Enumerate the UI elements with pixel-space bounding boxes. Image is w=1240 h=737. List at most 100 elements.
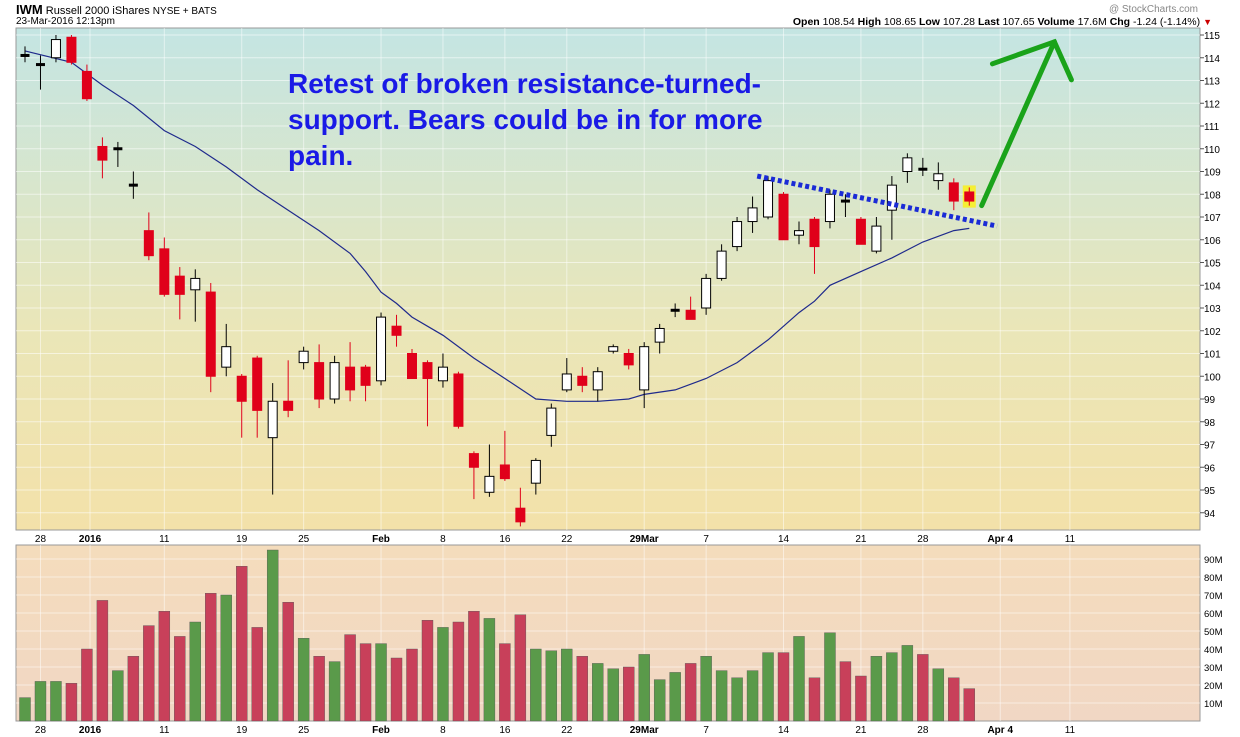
candle (252, 355, 263, 438)
volume-bar (282, 602, 294, 722)
candle (345, 342, 356, 402)
candle-body (515, 507, 526, 523)
candle-body (314, 362, 325, 400)
volume-tick-label: 40M (1204, 645, 1223, 656)
candle-body (50, 39, 61, 59)
candle-body (546, 407, 557, 436)
volume-tick-label: 70M (1204, 591, 1223, 602)
volume-bar (143, 625, 155, 722)
candle (66, 35, 77, 65)
candle-body (824, 193, 835, 223)
price-tick-label: 98 (1204, 418, 1216, 429)
candle-body (174, 275, 185, 295)
volume-bar (839, 661, 852, 722)
candle-body (685, 309, 696, 320)
candle-body (128, 183, 138, 187)
candle-body (670, 308, 680, 312)
candle (159, 237, 170, 297)
arrow-head (989, 38, 1074, 83)
symbol: IWM (16, 2, 43, 17)
volume-bar (266, 549, 279, 722)
high-value: 108.65 (883, 16, 917, 28)
candle (871, 217, 882, 254)
volume-bar (592, 663, 604, 722)
candle (592, 367, 603, 402)
candle (918, 157, 928, 177)
price-tick-label: 111 (1204, 122, 1220, 133)
volume-tick-label: 50M (1204, 627, 1223, 638)
arrow-shaft (979, 39, 1057, 209)
volume-bar (390, 657, 403, 722)
candle-body (468, 453, 479, 468)
volume-bar (437, 627, 449, 722)
date-tick-label: Feb (372, 534, 390, 545)
candle (391, 314, 402, 347)
candle (840, 194, 850, 217)
date-tick-label: 11 (1065, 534, 1076, 545)
date-tick-label: 25 (298, 534, 310, 545)
date-tick-label: 2016 (79, 534, 102, 545)
candle-body (577, 375, 588, 386)
volume-tick-label: 90M (1204, 555, 1223, 566)
open-label: Open (792, 16, 820, 28)
date-tick-label: 22 (561, 534, 573, 545)
date-tick-label: 16 (499, 534, 511, 545)
price-tick-label: 100 (1204, 372, 1221, 383)
volume-bar (96, 600, 109, 722)
date-tick-label: 29Mar (630, 725, 659, 736)
last-value: 107.65 (1002, 16, 1035, 28)
date-tick-label: 21 (855, 725, 867, 736)
date-tick-label: 28 (35, 725, 47, 736)
volume-value: 17.6M (1077, 16, 1107, 28)
candle (267, 383, 278, 495)
candle (20, 46, 30, 63)
date-tick-label: 14 (778, 534, 790, 545)
price-tick-label: 114 (1204, 54, 1220, 65)
candle (933, 162, 944, 190)
candle (948, 178, 959, 211)
candle-body (283, 400, 294, 411)
candle (35, 55, 45, 90)
volume-bar (452, 621, 465, 722)
low-label: Low (918, 16, 940, 28)
candle (886, 176, 897, 240)
candle (376, 312, 387, 386)
volume-bar (638, 654, 650, 722)
candle-body (345, 366, 356, 391)
candle (329, 355, 340, 404)
price-tick-label: 115 (1204, 31, 1220, 42)
date-tick-label: Feb (372, 725, 390, 736)
candle-body (840, 199, 850, 203)
volume-bar (808, 677, 821, 722)
candle (437, 353, 448, 388)
price-tick-label: 110 (1204, 145, 1220, 156)
candle-body (205, 291, 216, 377)
price-tick-label: 109 (1204, 168, 1221, 179)
candle-body (855, 218, 866, 245)
volume-bar (653, 679, 666, 722)
price-tick-label: 107 (1204, 213, 1221, 224)
volume-bar (344, 634, 356, 722)
candle-body (530, 459, 541, 484)
volume-bar (777, 652, 790, 722)
date-tick-label: 21 (855, 534, 867, 545)
candle (143, 212, 154, 261)
candle-body (437, 366, 448, 382)
candle (484, 444, 495, 497)
volume-bar (684, 663, 697, 722)
price-tick-label: 101 (1204, 350, 1221, 361)
price-tick-label: 96 (1204, 463, 1216, 474)
candle (747, 196, 758, 233)
timestamp: 23-Mar-2016 12:13pm (16, 16, 115, 27)
candle-body (35, 63, 45, 67)
quote-bar: Open 108.54 High 108.65 Low 107.28 Last … (793, 16, 1212, 28)
candle-body (407, 353, 417, 380)
date-tick-label: Apr 4 (987, 534, 1013, 545)
candle (530, 458, 541, 495)
volume-bar (715, 670, 728, 722)
volume-bar (576, 656, 588, 722)
volume-bar (514, 614, 527, 722)
volume-bar (468, 611, 480, 722)
price-tick-label: 108 (1204, 190, 1221, 201)
